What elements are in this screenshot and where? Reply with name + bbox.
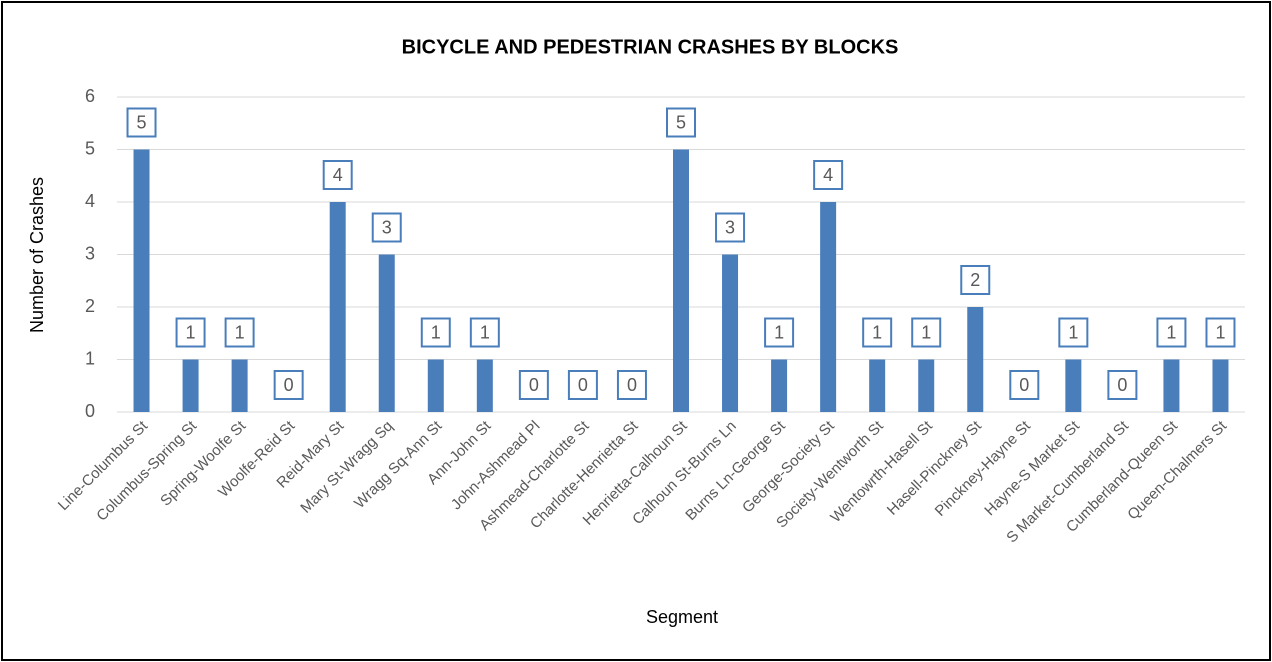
bar [869, 359, 886, 412]
data-label: 1 [235, 322, 245, 342]
bar [1065, 359, 1082, 412]
bar [1212, 359, 1229, 412]
data-label: 4 [823, 165, 833, 185]
data-label-box [862, 317, 893, 348]
chart-title: BICYCLE AND PEDESTRIAN CRASHES BY BLOCKS [402, 36, 899, 58]
y-tick-label: 1 [85, 348, 95, 368]
bar [673, 149, 689, 412]
bar [918, 359, 935, 412]
data-label-box [911, 317, 942, 348]
data-label-box [960, 265, 991, 295]
bar [329, 202, 346, 412]
data-label: 0 [529, 375, 539, 395]
data-label-box [420, 317, 451, 348]
bar [182, 359, 199, 412]
data-label: 4 [333, 165, 343, 185]
data-label: 1 [1068, 322, 1078, 342]
data-label: 1 [431, 322, 441, 342]
bar [231, 359, 248, 412]
data-label: 1 [774, 322, 784, 342]
data-label: 0 [1117, 375, 1127, 395]
y-tick-label: 6 [85, 86, 95, 106]
data-label: 0 [578, 375, 588, 395]
data-label-box [469, 317, 500, 348]
bar [820, 202, 837, 412]
data-label-box [126, 107, 157, 138]
data-label: 5 [676, 112, 686, 132]
y-axis-title: Number of Crashes [27, 177, 47, 333]
data-label-box [1058, 317, 1089, 348]
data-label-box [813, 160, 844, 190]
data-label-box [764, 317, 795, 348]
bar [427, 359, 444, 412]
data-label-box [1205, 317, 1236, 348]
data-label-box [518, 370, 549, 400]
data-label: 0 [284, 375, 294, 395]
data-label-box [1107, 370, 1138, 400]
y-tick-label: 2 [85, 296, 95, 316]
y-tick-label: 4 [85, 191, 95, 211]
data-label-box [1009, 370, 1040, 400]
data-label: 1 [480, 322, 490, 342]
y-tick-label: 0 [85, 401, 95, 421]
data-label: 1 [186, 322, 196, 342]
data-label-box [175, 317, 206, 348]
data-label: 1 [921, 322, 931, 342]
data-label: 0 [627, 375, 637, 395]
data-label-box [224, 317, 255, 348]
data-label-box [616, 370, 647, 400]
bar [967, 307, 984, 412]
data-label: 5 [137, 112, 147, 132]
data-label: 0 [1019, 375, 1029, 395]
data-label: 2 [970, 270, 980, 290]
bar [476, 359, 493, 412]
x-axis-title: Segment [646, 607, 718, 627]
bar [722, 254, 739, 412]
data-label-box [666, 107, 696, 138]
data-label-box [1156, 317, 1187, 348]
data-label: 3 [725, 217, 735, 237]
data-label: 1 [1166, 322, 1176, 342]
data-label: 1 [872, 322, 882, 342]
bar [771, 359, 788, 412]
data-label-box [273, 370, 304, 400]
y-tick-label: 5 [85, 138, 95, 158]
data-label-box [567, 370, 598, 400]
data-label: 3 [382, 217, 392, 237]
bar [378, 254, 395, 412]
data-label-box [322, 160, 353, 190]
data-label-box [715, 212, 746, 243]
bar [133, 149, 150, 412]
y-tick-label: 3 [85, 243, 95, 263]
data-label: 1 [1215, 322, 1225, 342]
bar [1163, 359, 1180, 412]
data-label-box [371, 212, 402, 243]
